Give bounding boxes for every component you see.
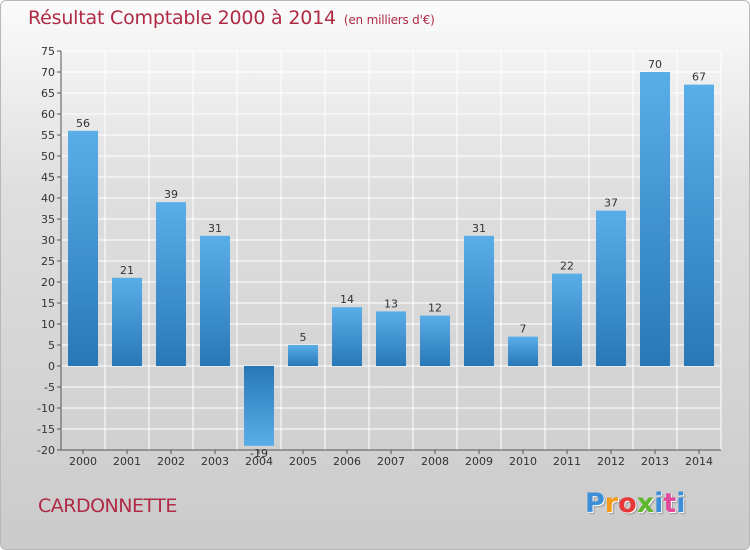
data-label: 67 [692, 71, 706, 84]
y-tick-label: 75 [41, 45, 55, 58]
y-tick-label: -5 [44, 381, 55, 394]
data-label: 5 [300, 331, 307, 344]
bar [420, 315, 450, 366]
data-label: 14 [340, 293, 354, 306]
y-tick-label: 65 [41, 87, 55, 100]
y-tick-label: 40 [41, 192, 55, 205]
y-tick-label: 55 [41, 129, 55, 142]
bar [508, 336, 538, 366]
proxiti-logo: Proxiti [585, 488, 686, 519]
bar [552, 273, 582, 366]
bar [640, 72, 670, 366]
data-label: 12 [428, 302, 442, 315]
y-tick-label: 35 [41, 213, 55, 226]
x-tick-label: 2014 [685, 455, 713, 468]
data-label: 22 [560, 260, 574, 273]
x-tick-label: 2013 [641, 455, 669, 468]
data-label: 39 [164, 188, 178, 201]
data-label: 31 [208, 222, 222, 235]
x-tick-label: 2009 [465, 455, 493, 468]
commune-name: CARDONNETTE [38, 495, 177, 517]
x-tick-label: 2012 [597, 455, 625, 468]
chart-subtitle: (en milliers d'€) [343, 13, 435, 27]
bar [68, 130, 98, 366]
y-tick-label: 20 [41, 276, 55, 289]
y-tick-label: 70 [41, 66, 55, 79]
data-label: 21 [120, 264, 134, 277]
logo-letter: t [663, 488, 677, 519]
y-tick-label: 15 [41, 297, 55, 310]
bar [156, 202, 186, 366]
y-tick-label: 60 [41, 108, 55, 121]
x-tick-label: 2005 [289, 455, 317, 468]
bar [288, 345, 318, 366]
x-tick-label: 2008 [421, 455, 449, 468]
chart-title-text: Résultat Comptable 2000 à 2014 [28, 7, 336, 29]
logo-letter: P [585, 488, 605, 519]
y-tick-label: 0 [48, 360, 55, 373]
logo-letter: r [604, 488, 619, 519]
bar [200, 235, 230, 366]
bar [464, 235, 494, 366]
data-label: 31 [472, 222, 486, 235]
y-tick-label: 5 [48, 339, 55, 352]
y-tick-label: -15 [37, 423, 55, 436]
bar [684, 84, 714, 366]
bar [596, 210, 626, 366]
x-tick-label: 2006 [333, 455, 361, 468]
x-tick-label: 2010 [509, 455, 537, 468]
y-tick-label: 10 [41, 318, 55, 331]
logo-letter: i [654, 488, 664, 519]
x-tick-label: 2004 [245, 455, 273, 468]
y-tick-label: 25 [41, 255, 55, 268]
y-tick-label: 30 [41, 234, 55, 247]
y-tick-label: -10 [37, 402, 55, 415]
logo-letter: i [676, 488, 686, 519]
x-tick-label: 2011 [553, 455, 581, 468]
bar [376, 311, 406, 366]
bar [244, 366, 274, 446]
chart-title: Résultat Comptable 2000 à 2014 (en millie… [28, 7, 435, 29]
x-tick-label: 2001 [113, 455, 141, 468]
bar [112, 277, 142, 366]
data-label: 7 [520, 323, 527, 336]
x-tick-label: 2002 [157, 455, 185, 468]
x-tick-label: 2003 [201, 455, 229, 468]
data-label: 37 [604, 197, 618, 210]
logo-letter: x [636, 488, 655, 519]
x-tick-label: 2000 [69, 455, 97, 468]
data-label: 13 [384, 297, 398, 310]
data-label: 56 [76, 117, 90, 130]
x-tick-label: 2007 [377, 455, 405, 468]
y-tick-label: 50 [41, 150, 55, 163]
bar [332, 307, 362, 366]
data-label: 70 [648, 58, 662, 71]
y-tick-label: -20 [37, 444, 55, 457]
logo-letter: o [618, 488, 637, 519]
y-tick-label: 45 [41, 171, 55, 184]
